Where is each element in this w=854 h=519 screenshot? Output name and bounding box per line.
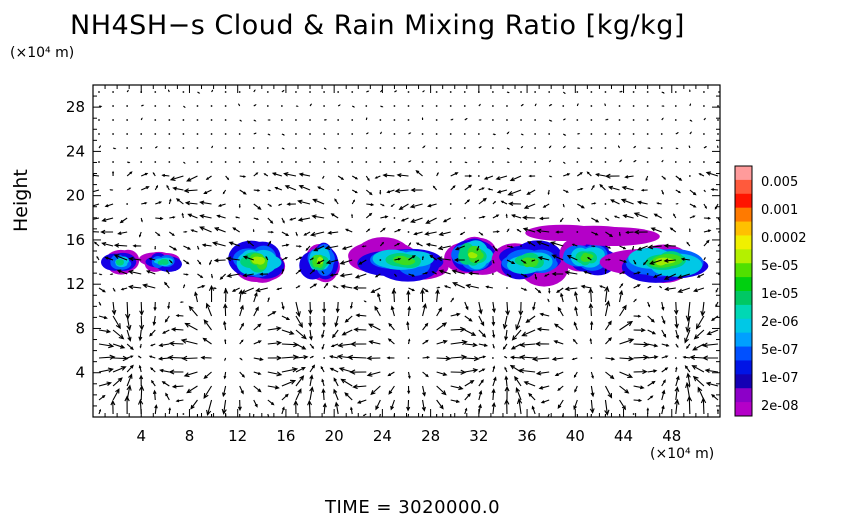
colorbar-segment — [735, 402, 752, 417]
x-tick-label: 12 — [228, 427, 247, 445]
cloud-layer — [101, 224, 709, 287]
x-tick-label: 48 — [662, 427, 681, 445]
colorbar-segment — [735, 166, 752, 181]
colorbar-segment — [735, 263, 752, 278]
colorbar-frame — [734, 165, 753, 417]
colorbar-segment — [735, 221, 752, 236]
colorbar-segment — [735, 277, 752, 292]
colorbar-segment — [735, 360, 752, 375]
x-tick-label: 32 — [469, 427, 488, 445]
colorbar-segment — [735, 388, 752, 403]
x-tick-label: 36 — [518, 427, 537, 445]
colorbar-segment — [735, 346, 752, 361]
x-tick-label: 16 — [276, 427, 295, 445]
colorbar: 0.005 0.001 0.0002 5e-05 1e-05 2e-06 5e-07 1e-0… — [734, 165, 807, 417]
y-axis-label: Height — [10, 169, 32, 232]
colorbar-segment — [735, 249, 752, 264]
cloud-region — [138, 251, 182, 272]
x-axis-multiplier: (×10⁴ m) — [650, 446, 715, 462]
colorbar-label: 5e-05 — [761, 259, 799, 274]
wind-vectors — [93, 89, 720, 417]
cloud-region — [101, 249, 140, 275]
y-axis-multiplier: (×10⁴ m) — [10, 45, 75, 61]
colorbar-segment — [735, 179, 752, 195]
colorbar-segment — [735, 207, 752, 223]
colorbar-label: 5e-07 — [761, 343, 799, 358]
x-axis: 4 8 12 16 20 24 28 32 36 40 44 48 — [104, 85, 709, 445]
y-tick-label: 16 — [66, 231, 85, 249]
x-tick-label: 8 — [185, 427, 195, 445]
x-tick-label: 24 — [373, 427, 392, 445]
y-tick-label: 8 — [75, 319, 85, 337]
y-tick-label: 28 — [66, 98, 85, 116]
y-tick-label: 4 — [75, 364, 85, 382]
colorbar-label: 0.005 — [761, 175, 798, 190]
x-tick-label: 4 — [136, 427, 146, 445]
colorbar-label: 1e-05 — [761, 287, 799, 302]
x-tick-label: 44 — [614, 427, 633, 445]
colorbar-label: 0.001 — [761, 203, 798, 218]
colorbar-segment — [735, 332, 752, 348]
colorbar-segment — [735, 193, 752, 209]
x-tick-label: 28 — [421, 427, 440, 445]
cloud-region — [559, 237, 618, 276]
x-tick-label: 20 — [325, 427, 344, 445]
y-axis: 4 8 12 16 20 24 28 — [66, 84, 720, 407]
colorbar-label: 2e-08 — [761, 399, 799, 414]
cloud-region — [348, 237, 449, 282]
colorbar-label: 2e-06 — [761, 315, 799, 330]
colorbar-segment — [735, 304, 752, 320]
y-tick-label: 20 — [66, 187, 85, 205]
colorbar-label: 0.0002 — [761, 231, 807, 246]
colorbar-segment — [735, 374, 752, 389]
colorbar-label: 1e-07 — [761, 371, 799, 386]
cloud-region — [228, 240, 286, 283]
colorbar-segment — [735, 291, 752, 306]
colorbar-segment — [735, 235, 752, 250]
y-tick-label: 24 — [66, 142, 85, 160]
x-tick-label: 40 — [566, 427, 585, 445]
y-tick-label: 12 — [66, 275, 85, 293]
chart-title: NH4SH−s Cloud & Rain Mixing Ratio [kg/kg… — [70, 10, 685, 41]
time-label: TIME = 3020000.0 — [325, 497, 501, 518]
colorbar-segment — [735, 318, 752, 334]
cloud-region — [491, 240, 569, 287]
